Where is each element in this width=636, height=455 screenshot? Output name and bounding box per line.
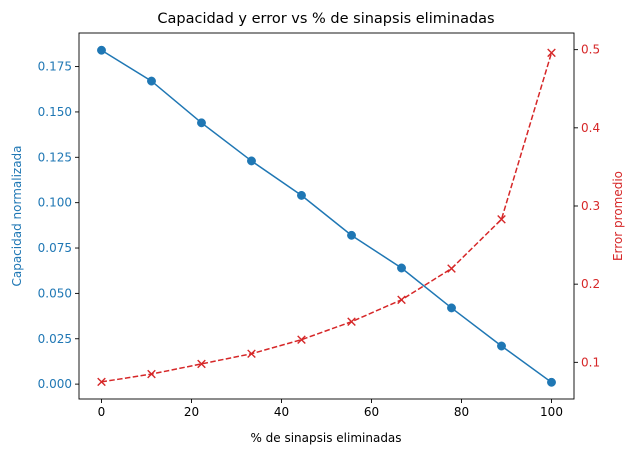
left-y-tick-label: 0.100: [38, 196, 72, 210]
left-y-tick-label: 0.175: [38, 60, 72, 74]
capacity-point: [497, 341, 506, 351]
error-point: [247, 349, 256, 359]
left-y-tick-label: 0.050: [38, 286, 72, 300]
left-y-tick-label: 0.125: [38, 150, 72, 164]
left-y-axis-label: Capacidad normalizada: [10, 145, 24, 286]
left-y-tick-label: 0.000: [38, 377, 72, 391]
right-y-tick-label: 0.4: [581, 121, 600, 135]
right-y-axis-label: Error promedio: [611, 171, 625, 261]
error-point: [397, 295, 406, 305]
x-tick-label: 60: [364, 405, 379, 419]
capacity-point: [247, 156, 256, 166]
error-point: [447, 264, 456, 273]
left-y-tick-label: 0.150: [38, 105, 72, 119]
capacity-point: [347, 230, 356, 240]
error-point: [147, 369, 156, 379]
error-point: [197, 359, 206, 369]
x-tick-label: 80: [454, 405, 469, 419]
error-point: [347, 317, 356, 326]
capacity-point: [447, 303, 456, 313]
right-y-tick-label: 0.2: [581, 277, 600, 291]
capacity-point: [297, 190, 306, 200]
series-layer: [97, 45, 556, 387]
left-y-axis: 0.000 0.025 0.050 0.075 0.100 0.125 0.150 0.175: [38, 60, 79, 391]
capacity-point: [397, 263, 406, 273]
plot-frame: [78, 32, 575, 400]
error-point: [497, 214, 506, 224]
x-tick-label: 20: [184, 405, 199, 419]
x-tick-label: 100: [540, 405, 563, 419]
x-axis-label: % de sinapsis eliminadas: [250, 431, 401, 445]
x-axis: 0 20 40 60 80 100: [98, 399, 563, 419]
capacity-point: [197, 118, 206, 128]
right-y-tick-label: 0.1: [581, 355, 600, 369]
capacity-point: [547, 377, 556, 387]
error-point: [297, 335, 306, 344]
capacity-point: [97, 45, 106, 55]
right-y-axis: 0.1 0.2 0.3 0.4 0.5: [574, 43, 600, 369]
right-y-tick-label: 0.3: [581, 199, 600, 213]
x-tick-label: 40: [274, 405, 289, 419]
capacity-series-line: [101, 49, 552, 383]
chart-title: Capacidad y error vs % de sinapsis elimi…: [157, 11, 494, 27]
right-y-tick-label: 0.5: [581, 43, 600, 57]
left-y-tick-label: 0.025: [38, 332, 72, 346]
error-point: [97, 377, 106, 387]
error-series-line: [101, 52, 553, 383]
left-y-tick-label: 0.075: [38, 241, 72, 255]
capacity-point: [147, 76, 156, 86]
x-tick-label: 0: [98, 405, 106, 419]
error-point: [547, 48, 556, 58]
